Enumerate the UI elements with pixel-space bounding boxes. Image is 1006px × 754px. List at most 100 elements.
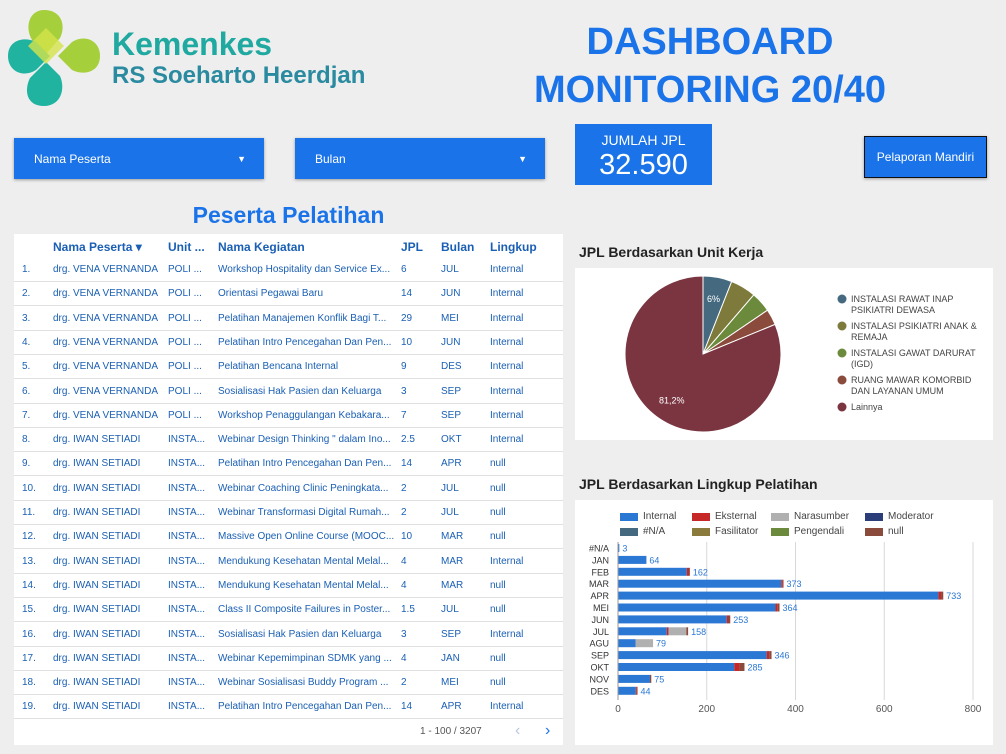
bar-segment bbox=[739, 663, 745, 671]
table-cell: drg. VENA VERNANDA bbox=[53, 385, 159, 397]
sort-icon[interactable]: ▾ bbox=[132, 240, 142, 254]
legend-item: Moderator bbox=[865, 511, 934, 522]
table-cell: INSTA... bbox=[168, 677, 206, 689]
table-cell: drg. IWAN SETIADI bbox=[53, 434, 141, 446]
x-tick-label: 800 bbox=[965, 704, 982, 715]
table-cell: null bbox=[490, 482, 506, 494]
row-divider bbox=[14, 524, 563, 525]
column-header: Bulan bbox=[441, 240, 475, 254]
table-cell: POLI ... bbox=[168, 312, 202, 324]
table-cell: drg. IWAN SETIADI bbox=[53, 677, 141, 689]
legend-swatch bbox=[837, 402, 847, 412]
legend-swatch bbox=[620, 512, 638, 521]
filter-dropdown[interactable]: Bulan ▼ bbox=[295, 138, 545, 179]
y-tick-label: JUL bbox=[593, 627, 609, 637]
dropdown-arrow: ▼ bbox=[518, 153, 527, 164]
logo-petal bbox=[26, 62, 63, 106]
table-cell: POLI ... bbox=[168, 385, 202, 397]
bar-segment bbox=[941, 591, 944, 600]
chart-title: JPL Berdasarkan Unit Kerja bbox=[579, 244, 764, 260]
kpi-card: JUMLAH JPL 32.590 bbox=[575, 124, 712, 185]
legend-label: RUANG MAWAR KOMORBID DAN LAYANAN UMUM bbox=[851, 375, 972, 396]
legend-item: #N/A bbox=[620, 526, 665, 537]
column-header[interactable]: Nama Peserta ▾ bbox=[53, 240, 142, 254]
table-cell: MAR bbox=[441, 555, 464, 567]
bar-segment bbox=[781, 579, 783, 588]
row-divider bbox=[14, 621, 563, 623]
table-cell: null bbox=[490, 458, 506, 470]
row-divider bbox=[14, 305, 563, 307]
legend-label: Pengendali bbox=[794, 526, 845, 537]
table-cell: 10 bbox=[401, 531, 413, 543]
table-cell: Internal bbox=[490, 288, 524, 300]
table-cell: null bbox=[490, 507, 506, 518]
row-divider bbox=[14, 694, 563, 696]
table-cell: Webinar Design Thinking " dalam Ino... bbox=[218, 434, 391, 446]
table-cell: 10 bbox=[401, 336, 413, 348]
prev-page[interactable]: ‹ bbox=[515, 722, 521, 739]
bar-segment bbox=[618, 627, 667, 636]
legend-label: Fasilitator bbox=[715, 526, 759, 537]
next-page[interactable]: › bbox=[545, 722, 551, 739]
table-cell: Internal bbox=[490, 264, 524, 275]
table-cell: 11. bbox=[22, 507, 36, 518]
table-cell: 9. bbox=[22, 458, 31, 470]
bar-segment bbox=[618, 686, 636, 695]
legend-label: Moderator bbox=[888, 511, 934, 522]
logo-center bbox=[28, 28, 64, 64]
chart-title: JPL Berdasarkan Lingkup Pelatihan bbox=[579, 476, 818, 492]
table-cell: Internal bbox=[490, 555, 524, 567]
pagination: 1 - 100 / 3207 bbox=[420, 726, 482, 737]
table-cell: 3. bbox=[22, 312, 31, 324]
legend-item: Eksternal bbox=[692, 511, 757, 522]
row-divider bbox=[14, 281, 563, 282]
table-cell: INSTA... bbox=[168, 652, 206, 664]
table-cell: 6 bbox=[401, 264, 407, 275]
table-cell: 1. bbox=[22, 264, 31, 275]
table-cell: POLI ... bbox=[168, 409, 202, 421]
table-cell: Internal bbox=[490, 409, 524, 421]
table-cell: 4. bbox=[22, 336, 31, 348]
table-cell: INSTA... bbox=[168, 482, 206, 494]
report-button[interactable]: Pelaporan Mandiri bbox=[864, 136, 987, 178]
table-cell: JUN bbox=[441, 288, 461, 300]
table-cell: drg. IWAN SETIADI bbox=[53, 458, 141, 470]
table-cell: drg. IWAN SETIADI bbox=[53, 701, 141, 713]
table-cell: drg. IWAN SETIADI bbox=[53, 604, 141, 616]
bar-segment bbox=[686, 567, 689, 576]
total-label: 158 bbox=[691, 627, 706, 637]
legend-swatch bbox=[771, 527, 789, 536]
legend-label: Narasumber bbox=[794, 511, 850, 522]
legend-swatch bbox=[837, 294, 847, 304]
legend-swatch bbox=[837, 321, 847, 331]
table-cell: APR bbox=[441, 701, 462, 713]
table-title: Peserta Pelatihan bbox=[192, 202, 385, 228]
filter-dropdown[interactable]: Nama Peserta ▼ bbox=[14, 138, 264, 179]
legend-label: #N/A bbox=[643, 526, 666, 537]
table-cell: POLI ... bbox=[168, 264, 202, 275]
table-cell: 29 bbox=[401, 312, 413, 324]
table-cell: drg. VENA VERNANDA bbox=[53, 409, 159, 421]
table-cell: OKT bbox=[441, 434, 462, 446]
bar-segment bbox=[618, 674, 650, 683]
bar-segment bbox=[649, 674, 652, 683]
dropdown-arrow: ▼ bbox=[237, 153, 246, 164]
total-label: 346 bbox=[775, 651, 790, 661]
table-cell: MAR bbox=[441, 579, 464, 591]
dashboard-title: DASHBOARD MONITORING 20/40 bbox=[500, 18, 920, 114]
y-tick-label: FEB bbox=[591, 567, 609, 577]
table-cell: Pelatihan Intro Pencegahan Dan Pen... bbox=[218, 336, 392, 348]
column-header: JPL bbox=[401, 240, 424, 254]
table-cell: 7. bbox=[22, 409, 31, 421]
table-cell: APR bbox=[441, 458, 462, 470]
table-cell: drg. IWAN SETIADI bbox=[53, 628, 141, 640]
table-cell: DES bbox=[441, 361, 462, 373]
table-cell: Pelatihan Intro Pencegahan Dan Pen... bbox=[218, 701, 392, 713]
total-label: 364 bbox=[783, 603, 798, 613]
bar-segment bbox=[734, 663, 740, 671]
table-cell: Sosialisasi Hak Pasien dan Keluarga bbox=[218, 628, 382, 640]
table-cell: Mendukung Kesehatan Mental Melal... bbox=[218, 579, 389, 591]
bar-segment bbox=[666, 627, 669, 636]
